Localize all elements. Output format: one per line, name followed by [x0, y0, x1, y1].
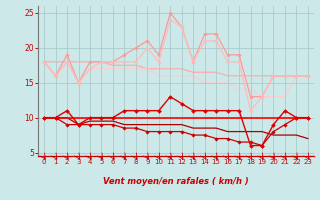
X-axis label: Vent moyen/en rafales ( km/h ): Vent moyen/en rafales ( km/h )	[103, 177, 249, 186]
